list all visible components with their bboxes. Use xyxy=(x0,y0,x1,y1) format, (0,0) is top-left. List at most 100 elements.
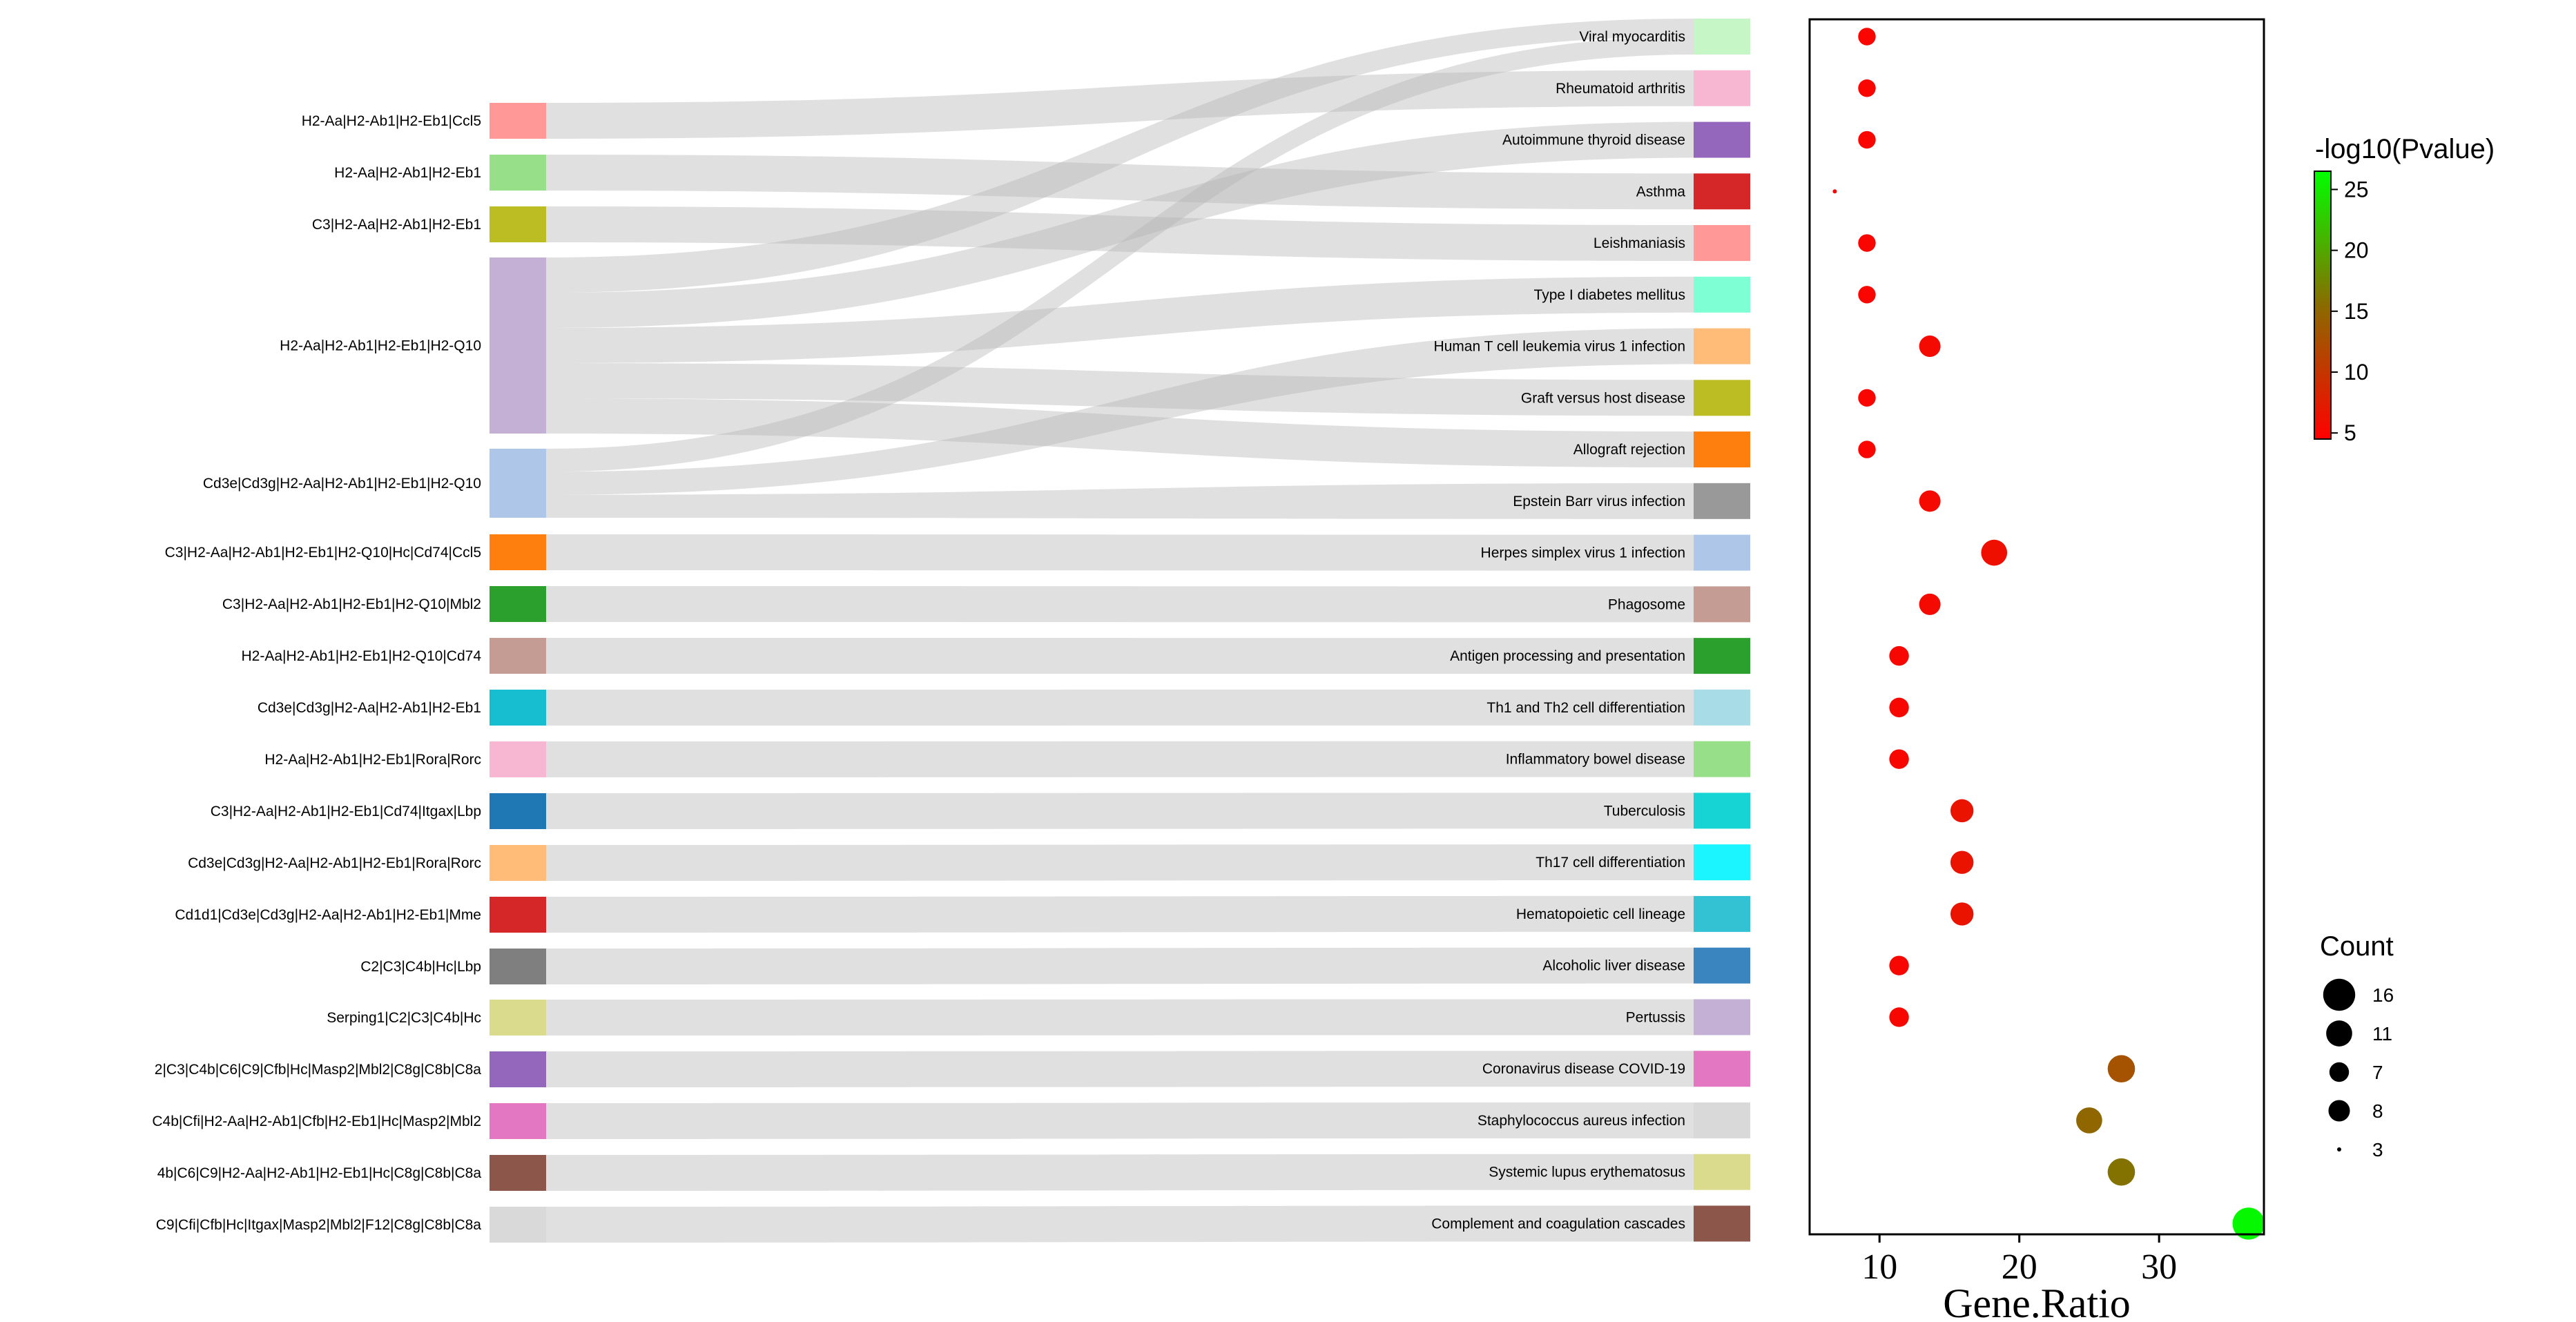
pathway-label: Antigen processing and presentation xyxy=(1450,648,1685,664)
sankey-link xyxy=(546,363,1694,416)
sankey-link xyxy=(546,1102,1694,1139)
dot-point xyxy=(1919,336,1941,358)
pathway-label: Human T cell leukemia virus 1 infection xyxy=(1433,339,1685,355)
gene-set-node xyxy=(490,1103,546,1139)
dot-point xyxy=(1950,850,1974,874)
sankey-link xyxy=(546,70,1694,139)
sankey-link xyxy=(546,793,1694,829)
gene-set-label: H2-Aa|H2-Ab1|H2-Eb1|Rora|Rorc xyxy=(264,752,481,768)
pathway-node xyxy=(1694,1154,1750,1190)
pathway-node xyxy=(1694,121,1750,158)
dot-point xyxy=(1858,440,1876,458)
pathway-node xyxy=(1694,431,1750,468)
pathway-node xyxy=(1694,19,1750,55)
dot-point xyxy=(1858,389,1876,407)
dot-point xyxy=(1832,189,1837,194)
sankey-link xyxy=(546,398,1694,468)
size-legend-label: 3 xyxy=(2372,1139,2383,1160)
gene-set-label: H2-Aa|H2-Ab1|H2-Eb1|H2-Q10 xyxy=(280,338,481,354)
gene-set-label: 2|C3|C4b|C6|C9|Cfb|Hc|Masp2|Mbl2|C8g|C8b… xyxy=(155,1062,482,1078)
sankey-link xyxy=(546,844,1694,881)
gene-set-label: H2-Aa|H2-Ab1|H2-Eb1 xyxy=(334,165,481,181)
sankey-link xyxy=(546,121,1694,328)
x-axis-label: Gene.Ratio xyxy=(1943,1281,2131,1322)
gene-set-label: 4b|C6|C9|H2-Aa|H2-Ab1|H2-Eb1|Hc|C8g|C8b|… xyxy=(157,1165,482,1181)
sankey-link xyxy=(546,328,1694,495)
gene-set-node xyxy=(490,1207,546,1243)
pathway-label: Hematopoietic cell lineage xyxy=(1516,906,1685,922)
sankey-link xyxy=(546,999,1694,1036)
dot-point xyxy=(1889,1007,1909,1027)
size-legend-dot xyxy=(2323,978,2356,1011)
gene-set-node xyxy=(490,1000,546,1036)
gene-set-label: C9|Cfi|Cfb|Hc|Itgax|Masp2|Mbl2|F12|C8g|C… xyxy=(156,1217,482,1233)
size-legend-label: 8 xyxy=(2372,1100,2383,1122)
size-legend-dot xyxy=(2328,1100,2350,1122)
sankey-links xyxy=(546,19,1694,1243)
sankey-link xyxy=(546,155,1694,210)
dot-plot-points xyxy=(1832,28,2265,1240)
colorbar-tick-label: 15 xyxy=(2344,299,2369,324)
gene-set-node xyxy=(490,949,546,984)
gene-set-label: Serping1|C2|C3|C4b|Hc xyxy=(327,1010,481,1026)
gene-set-node xyxy=(490,845,546,881)
colorbar-tick-label: 25 xyxy=(2344,177,2369,202)
x-tick-label: 30 xyxy=(2141,1247,2177,1287)
dot-point xyxy=(1858,234,1876,252)
gene-set-node xyxy=(490,206,546,242)
pathway-label: Epstein Barr virus infection xyxy=(1513,494,1685,509)
dot-point xyxy=(1858,28,1876,46)
size-legend-title: Count xyxy=(2320,931,2394,962)
pathway-node xyxy=(1694,638,1750,674)
gene-set-node xyxy=(490,1155,546,1191)
gene-set-label: C3|H2-Aa|H2-Ab1|H2-Eb1|H2-Q10|Hc|Cd74|Cc… xyxy=(165,545,481,561)
pathway-node xyxy=(1694,793,1750,829)
pathway-node xyxy=(1694,895,1750,932)
colorbar-ticks: 5 10 15 20 25 xyxy=(2331,177,2369,445)
gene-set-node xyxy=(490,638,546,674)
gene-set-node xyxy=(490,793,546,829)
pathway-label: Viral myocarditis xyxy=(1579,29,1685,45)
gene-set-node xyxy=(490,741,546,777)
pathway-node xyxy=(1694,276,1750,313)
colorbar-tick-label: 5 xyxy=(2344,420,2356,445)
sankey-link xyxy=(546,276,1694,363)
dot-plot-frame xyxy=(1808,18,2265,1236)
size-legend-dot xyxy=(2326,1020,2352,1047)
dot-point xyxy=(1889,697,1909,718)
dot-point xyxy=(1919,490,1941,512)
pathway-node xyxy=(1694,483,1750,519)
gene-set-node xyxy=(490,690,546,726)
colorbar-legend: -log10(Pvalue) 5 10 15 20 25 xyxy=(2314,134,2495,445)
sankey-link xyxy=(546,19,1694,293)
size-legend-dot xyxy=(2329,1062,2350,1082)
gene-set-label: C4b|Cfi|H2-Aa|H2-Ab1|Cfb|H2-Eb1|Hc|Masp2… xyxy=(152,1114,481,1129)
dot-point xyxy=(1950,799,1974,823)
pathway-label: Herpes simplex virus 1 infection xyxy=(1481,545,1685,561)
dot-point xyxy=(1919,593,1941,615)
pathway-label: Th1 and Th2 cell differentiation xyxy=(1486,700,1685,716)
dot-point xyxy=(1858,130,1876,149)
pathway-label: Pertussis xyxy=(1626,1009,1685,1025)
gene-set-label: H2-Aa|H2-Ab1|H2-Eb1|H2-Q10|Cd74 xyxy=(242,648,482,664)
dot-point xyxy=(1889,645,1909,666)
dot-point xyxy=(2107,1055,2136,1082)
sankey-link xyxy=(546,534,1694,571)
pathway-label: Th17 cell differentiation xyxy=(1536,855,1685,871)
pathway-node xyxy=(1694,534,1750,571)
pathway-node xyxy=(1694,1102,1750,1138)
sankey-link xyxy=(546,1051,1694,1087)
gene-set-label: C3|H2-Aa|H2-Ab1|H2-Eb1|Cd74|Itgax|Lbp xyxy=(211,804,481,819)
pathway-label: Alcoholic liver disease xyxy=(1542,958,1685,974)
pathway-label: Staphylococcus aureus infection xyxy=(1478,1113,1685,1129)
dot-point xyxy=(1950,902,1974,926)
pathway-node xyxy=(1694,947,1750,984)
sankey-link xyxy=(546,947,1694,984)
pathway-node xyxy=(1694,689,1750,726)
x-tick-label: 20 xyxy=(2002,1247,2037,1287)
pathway-node xyxy=(1694,328,1750,364)
size-legend-label: 11 xyxy=(2372,1023,2392,1044)
gene-set-node xyxy=(490,449,546,518)
dot-point xyxy=(1889,955,1909,975)
